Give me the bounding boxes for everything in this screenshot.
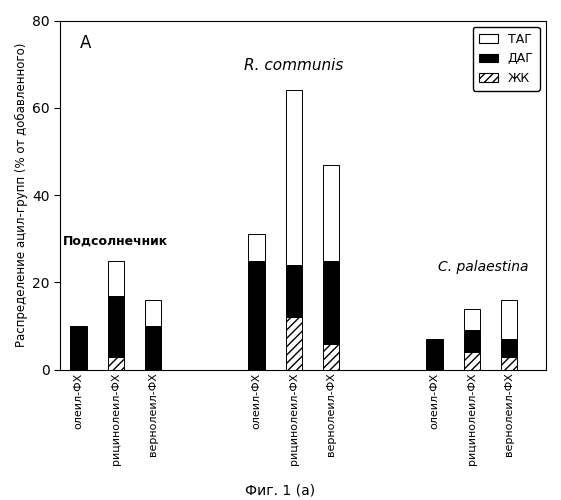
Bar [323, 260, 339, 344]
Bar [323, 164, 339, 260]
Bar [108, 296, 124, 356]
Bar [108, 260, 124, 296]
Legend: ТАГ, ДАГ, ЖК: ТАГ, ДАГ, ЖК [472, 26, 540, 91]
Text: Фиг. 1 (a): Фиг. 1 (a) [246, 484, 315, 498]
Bar [500, 356, 517, 370]
Bar [463, 352, 480, 370]
Bar [145, 300, 162, 326]
Bar [286, 90, 302, 265]
Bar [108, 356, 124, 370]
Bar [463, 308, 480, 330]
Text: Подсолнечник: Подсолнечник [63, 234, 168, 248]
Text: R. communis: R. communis [244, 58, 343, 73]
Bar [249, 234, 265, 260]
Bar [323, 344, 339, 369]
Bar [145, 326, 162, 370]
Bar [426, 339, 443, 370]
Text: C. palaestina: C. palaestina [438, 260, 528, 274]
Bar [71, 326, 87, 370]
Bar [249, 260, 265, 370]
Bar [500, 339, 517, 356]
Bar [286, 318, 302, 370]
Y-axis label: Распределение ацил-групп (% от добавленного): Распределение ацил-групп (% от добавленн… [15, 43, 28, 348]
Bar [500, 300, 517, 339]
Bar [463, 330, 480, 352]
Bar [286, 265, 302, 318]
Text: A: A [80, 34, 91, 52]
